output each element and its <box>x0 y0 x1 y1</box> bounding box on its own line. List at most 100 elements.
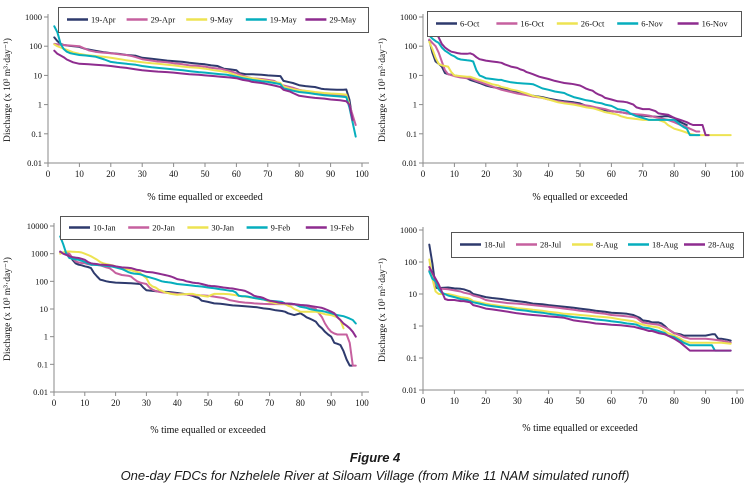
y-axis-title: Discharge (x 10³ m³·day⁻¹) <box>377 38 388 142</box>
legend-label-30-Jan: 30-Jan <box>211 223 234 233</box>
legend-item-28-Jul: 28-Jul <box>516 240 562 250</box>
series-line-28-Aug <box>428 266 732 352</box>
svg-text:1: 1 <box>44 332 48 342</box>
chart-svg-apr-may: 1000 100 10 1 0.1 0.01 0 10 20 30 40 50 60 70 80 90 100 D… <box>2 7 369 203</box>
series-line-29-May <box>53 49 354 121</box>
svg-text:0.01: 0.01 <box>402 385 417 395</box>
svg-text:80: 80 <box>296 398 306 408</box>
legend-label-9-Feb: 9-Feb <box>271 223 291 233</box>
legend-label-18-Jul: 18-Jul <box>484 240 506 250</box>
axes <box>422 227 744 391</box>
legend-item-16-Nov: 16-Nov <box>677 19 728 29</box>
svg-text:1000: 1000 <box>400 12 417 22</box>
chart-panel-jul-aug: 1000 100 10 1 0.1 0.01 0 10 20 30 40 50 60 70 80 90 100 D… <box>375 214 750 447</box>
svg-text:40: 40 <box>173 398 183 408</box>
svg-text:20: 20 <box>481 169 491 179</box>
svg-text:0.01: 0.01 <box>27 158 42 168</box>
legend-item-18-Jul: 18-Jul <box>460 240 506 250</box>
svg-text:40: 40 <box>544 169 554 179</box>
svg-text:0.1: 0.1 <box>31 129 42 139</box>
svg-text:20: 20 <box>111 398 121 408</box>
x-axis-title: % equalled or exceeded <box>532 192 627 203</box>
svg-text:60: 60 <box>232 169 242 179</box>
svg-text:100: 100 <box>355 398 369 408</box>
svg-text:80: 80 <box>295 169 305 179</box>
series-line-8-Aug <box>428 258 732 345</box>
svg-text:90: 90 <box>327 398 337 408</box>
svg-text:1: 1 <box>413 321 417 331</box>
series-line-19-Apr <box>53 36 354 121</box>
svg-text:20: 20 <box>481 396 491 406</box>
series-line-30-Jan <box>59 250 345 330</box>
x-axis-title: % time equalled or exceeded <box>150 425 266 436</box>
x-axis-ticks: 0 10 20 30 40 50 60 70 80 90 100 <box>46 163 369 179</box>
svg-text:1000: 1000 <box>25 12 42 22</box>
chart-svg-jul-aug: 1000 100 10 1 0.1 0.01 0 10 20 30 40 50 60 70 80 90 100 D… <box>377 225 744 434</box>
svg-text:70: 70 <box>638 169 648 179</box>
svg-text:1000: 1000 <box>400 225 417 235</box>
legend-label-20-Jan: 20-Jan <box>152 223 175 233</box>
legend-label-29-Apr: 29-Apr <box>151 15 176 25</box>
svg-text:90: 90 <box>701 396 711 406</box>
svg-text:20: 20 <box>106 169 116 179</box>
y-axis-title: Discharge (x 10³ m³·day⁻¹) <box>2 38 13 142</box>
svg-text:10: 10 <box>450 169 460 179</box>
legend: 18-Jul 28-Jul 8-Aug 18-Aug 28-Aug <box>451 232 744 258</box>
svg-text:30: 30 <box>513 396 523 406</box>
legend-item-29-May: 29-May <box>305 15 357 25</box>
series-line-19-Feb <box>59 250 357 338</box>
svg-text:0: 0 <box>52 398 57 408</box>
legend-item-8-Aug: 8-Aug <box>572 240 618 250</box>
legend-item-10-Jan: 10-Jan <box>69 223 116 233</box>
svg-text:10: 10 <box>40 304 49 314</box>
legend-label-10-Jan: 10-Jan <box>93 223 116 233</box>
figure-caption-text: One-day FDCs for Nzhelele River at Siloa… <box>120 467 630 483</box>
legend-item-20-Jan: 20-Jan <box>128 223 176 233</box>
series-line-6-Nov <box>428 34 701 137</box>
svg-text:10: 10 <box>409 70 418 80</box>
svg-text:0: 0 <box>421 169 426 179</box>
x-axis-title: % time equalled or exceeded <box>147 192 263 203</box>
svg-text:100: 100 <box>355 169 369 179</box>
y-axis-title: Discharge (x 10³ m³·day⁻¹) <box>2 257 13 361</box>
legend-label-18-Aug: 18-Aug <box>652 240 679 250</box>
svg-text:0.1: 0.1 <box>37 359 48 369</box>
svg-text:60: 60 <box>607 396 617 406</box>
charts-grid: 1000 100 10 1 0.1 0.01 0 10 20 30 40 50 60 70 80 90 100 D… <box>0 3 750 447</box>
series-line-19-May <box>53 25 357 138</box>
legend: 6-Oct 16-Oct 26-Oct 6-Nov 16-Nov <box>427 11 742 37</box>
legend-item-18-Aug: 18-Aug <box>628 240 679 250</box>
svg-text:50: 50 <box>576 169 586 179</box>
svg-text:60: 60 <box>234 398 244 408</box>
legend: 10-Jan 20-Jan 30-Jan 9-Feb 19-Feb <box>60 216 369 240</box>
svg-text:70: 70 <box>263 169 273 179</box>
svg-text:100: 100 <box>29 41 42 51</box>
svg-text:100: 100 <box>404 257 417 267</box>
legend-item-9-Feb: 9-Feb <box>246 223 291 233</box>
legend-item-28-Aug: 28-Aug <box>684 240 735 250</box>
legend-item-26-Oct: 26-Oct <box>556 19 605 29</box>
svg-text:0.1: 0.1 <box>406 353 417 363</box>
svg-text:10000: 10000 <box>27 221 48 231</box>
svg-text:80: 80 <box>670 169 680 179</box>
legend-item-29-Apr: 29-Apr <box>126 15 176 25</box>
svg-text:10: 10 <box>450 396 460 406</box>
x-axis-ticks: 0 10 20 30 40 50 60 70 80 90 100 <box>421 390 744 406</box>
svg-text:10: 10 <box>80 398 90 408</box>
svg-text:0.01: 0.01 <box>402 158 417 168</box>
y-axis-title: Discharge (x 10³ m³·day⁻¹) <box>377 258 388 362</box>
legend-label-19-Apr: 19-Apr <box>91 15 116 25</box>
chart-svg-oct-nov: 1000 100 10 1 0.1 0.01 0 10 20 30 40 50 60 70 80 90 100 D… <box>377 11 744 203</box>
legend-label-9-May: 9-May <box>210 15 233 25</box>
series-line-18-Jul <box>428 243 732 342</box>
svg-text:60: 60 <box>607 169 617 179</box>
legend-item-19-Apr: 19-Apr <box>67 15 116 25</box>
svg-text:40: 40 <box>169 169 179 179</box>
y-axis-ticks: 1000 100 10 1 0.1 0.01 <box>25 12 48 168</box>
series <box>428 243 732 352</box>
axes <box>47 14 369 164</box>
legend-item-19-Feb: 19-Feb <box>305 223 354 233</box>
svg-text:90: 90 <box>326 169 336 179</box>
legend-label-26-Oct: 26-Oct <box>581 19 605 29</box>
svg-text:50: 50 <box>201 169 211 179</box>
